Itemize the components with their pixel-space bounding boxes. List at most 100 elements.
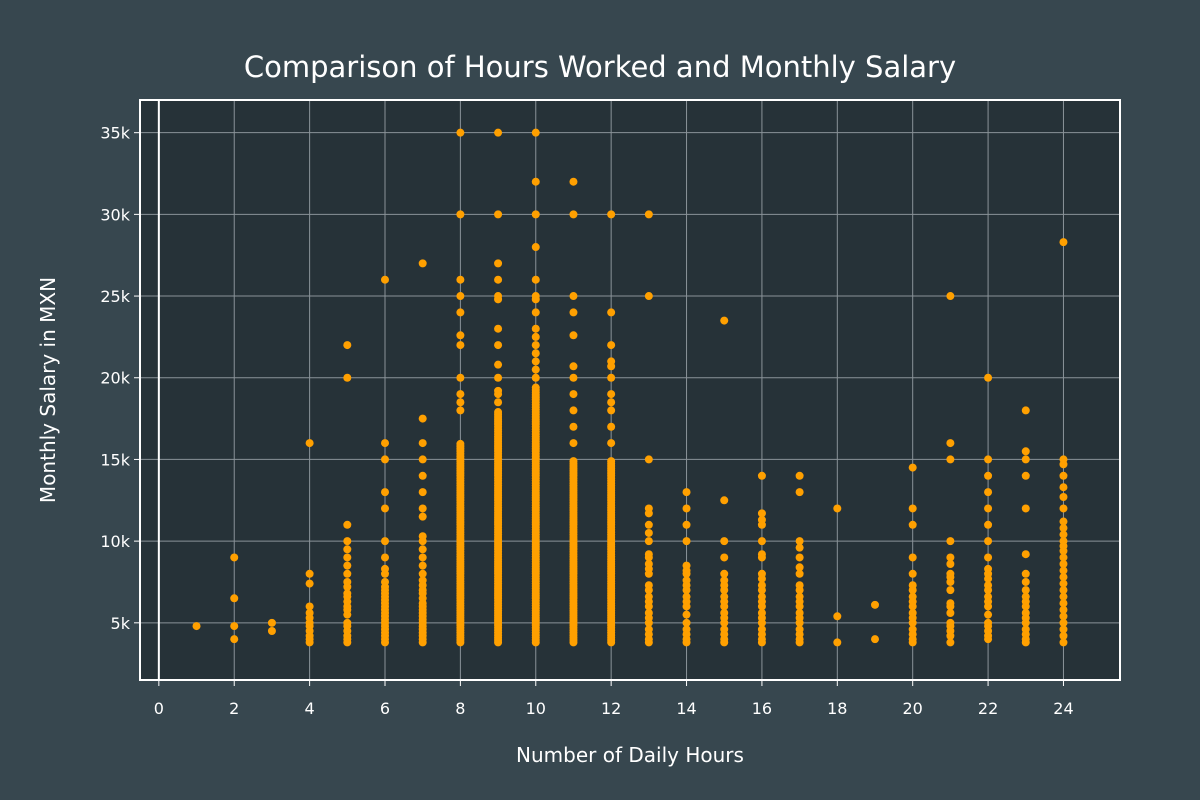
- data-point: [1059, 599, 1068, 608]
- data-point: [230, 622, 239, 631]
- data-point: [607, 390, 616, 399]
- data-point: [343, 569, 352, 578]
- data-point: [1021, 504, 1030, 513]
- data-point: [1059, 493, 1068, 502]
- data-point: [569, 439, 578, 448]
- x-tick-label: 2: [229, 699, 239, 718]
- data-point: [757, 537, 766, 546]
- data-point: [531, 292, 540, 301]
- data-point: [343, 589, 352, 598]
- data-point: [418, 488, 427, 497]
- data-point: [757, 569, 766, 578]
- y-axis-title: Monthly Salary in MXN: [36, 277, 60, 503]
- data-point: [984, 581, 993, 590]
- data-point: [305, 602, 314, 611]
- x-tick-label: 0: [154, 699, 164, 718]
- data-point: [757, 471, 766, 480]
- data-point: [984, 610, 993, 619]
- data-point: [230, 635, 239, 644]
- data-point: [1059, 625, 1068, 634]
- data-point: [644, 550, 653, 559]
- data-point: [343, 373, 352, 382]
- data-point: [381, 439, 389, 448]
- data-point: [607, 210, 616, 219]
- data-point: [607, 406, 616, 415]
- data-point: [456, 292, 465, 301]
- data-point: [569, 373, 578, 382]
- data-point: [381, 488, 389, 497]
- data-point: [418, 553, 427, 562]
- data-point: [984, 618, 993, 627]
- data-point: [795, 537, 804, 546]
- data-point: [569, 390, 578, 399]
- data-point: [531, 308, 540, 317]
- data-point: [494, 408, 503, 417]
- data-point: [607, 341, 616, 350]
- data-point: [418, 561, 427, 570]
- data-point: [908, 625, 917, 634]
- data-point: [343, 520, 352, 529]
- data-point: [343, 553, 352, 562]
- plot-frame: [139, 99, 1121, 681]
- data-point: [1059, 504, 1068, 513]
- y-tick-label: 30k: [100, 205, 130, 224]
- data-point: [795, 625, 804, 634]
- data-point: [1021, 550, 1030, 559]
- data-point: [531, 357, 540, 366]
- data-point: [1059, 524, 1068, 533]
- data-point: [531, 210, 540, 219]
- data-point: [644, 581, 653, 590]
- data-point: [1059, 592, 1068, 601]
- data-point: [305, 579, 314, 588]
- data-point: [946, 292, 955, 301]
- data-point: [456, 308, 465, 317]
- data-point: [456, 275, 465, 284]
- data-point: [230, 594, 239, 603]
- data-point: [531, 177, 540, 186]
- data-point: [1059, 537, 1068, 546]
- data-point: [305, 609, 314, 618]
- data-point: [946, 455, 955, 464]
- data-point: [984, 373, 993, 382]
- data-point: [946, 553, 955, 562]
- data-point: [305, 439, 314, 448]
- data-point: [418, 471, 427, 480]
- data-point: [720, 496, 729, 505]
- data-point: [984, 504, 993, 513]
- data-point: [757, 592, 766, 601]
- data-point: [494, 210, 503, 219]
- data-point: [1059, 238, 1068, 247]
- data-point: [644, 528, 653, 537]
- data-point: [644, 560, 653, 568]
- data-point: [267, 618, 276, 627]
- data-point: [381, 564, 389, 573]
- data-point: [494, 398, 503, 407]
- data-point: [1059, 638, 1068, 647]
- data-point: [1021, 471, 1030, 480]
- data-point: [946, 439, 955, 448]
- data-point: [682, 504, 691, 513]
- data-point: [1059, 573, 1068, 582]
- data-point: [1059, 586, 1068, 595]
- x-tick-label: 4: [305, 699, 315, 718]
- data-point: [267, 626, 276, 635]
- data-point: [456, 331, 465, 340]
- data-point: [569, 210, 578, 219]
- x-tick-label: 8: [455, 699, 465, 718]
- y-tick-label: 15k: [100, 450, 130, 469]
- data-point: [607, 357, 616, 366]
- data-point: [682, 618, 691, 627]
- data-point: [984, 488, 993, 497]
- data-point: [343, 561, 352, 570]
- data-point: [908, 581, 917, 590]
- data-point: [418, 414, 427, 423]
- data-point: [192, 622, 201, 631]
- data-point: [569, 292, 578, 301]
- data-point: [1021, 592, 1030, 601]
- data-point: [720, 609, 729, 618]
- x-axis-ticks: 0 2 4 6 8 10 12 14 16 18 20 22 24: [154, 680, 1074, 718]
- data-point: [531, 365, 540, 374]
- data-point: [569, 177, 578, 186]
- data-point: [456, 390, 465, 399]
